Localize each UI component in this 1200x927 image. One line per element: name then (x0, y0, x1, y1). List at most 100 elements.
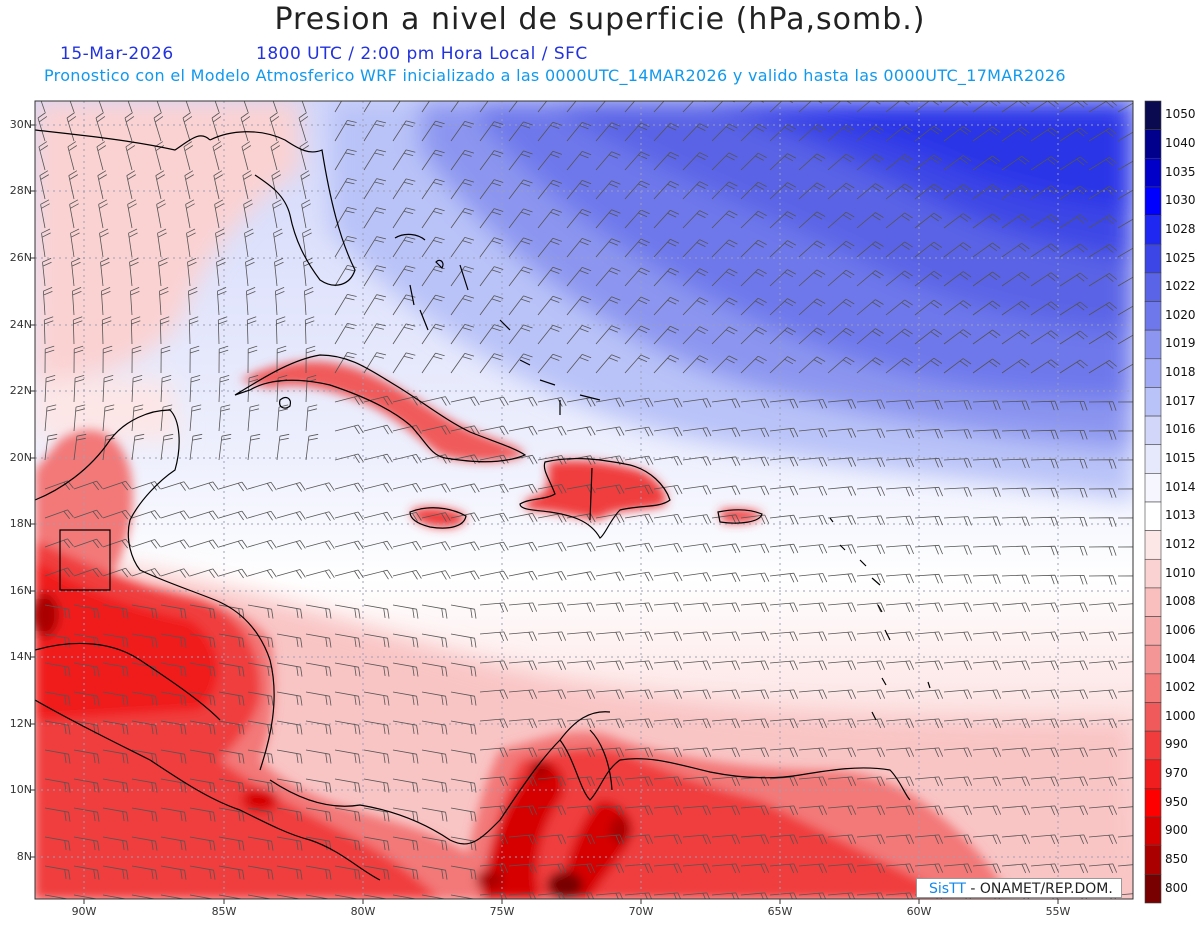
wind-barb (269, 112, 280, 142)
lat-label-18n: 18N (9, 517, 32, 530)
wind-barb (537, 834, 567, 845)
wind-barb (276, 604, 303, 619)
wind-barb (1030, 185, 1059, 200)
wind-barb (769, 356, 796, 374)
wind-barb (827, 805, 857, 816)
wind-barb (943, 101, 972, 113)
wind-barb (595, 776, 625, 787)
wind-barb (156, 101, 162, 113)
colorbar-label: 1019 (1165, 336, 1196, 351)
wind-barb (566, 122, 592, 142)
wind-barb (421, 396, 451, 406)
wind-barb (1001, 358, 1030, 374)
wind-barb (479, 237, 504, 258)
wind-barb (244, 228, 254, 258)
wind-barb (972, 155, 1001, 171)
wind-barb (508, 483, 538, 494)
wind-barb (392, 570, 422, 580)
wind-barb (769, 514, 799, 525)
wind-barb (740, 268, 767, 287)
wind-barb (479, 150, 504, 171)
wind-barb (624, 571, 654, 582)
wind-barb (769, 211, 796, 229)
colorbar-swatch (1144, 845, 1162, 875)
wind-barb (914, 183, 943, 200)
wind-barb (972, 689, 1002, 700)
wind-barb (246, 316, 257, 345)
wind-barb (334, 236, 357, 258)
wind-barb (972, 631, 1002, 642)
wind-barb (1001, 458, 1030, 469)
wind-barb (1117, 430, 1133, 432)
wind-barb (73, 567, 103, 578)
wind-barb (73, 433, 87, 461)
wind-barb (624, 631, 654, 642)
wind-barb (1059, 214, 1088, 229)
wind-barb (421, 604, 448, 619)
wind-barb (421, 265, 445, 287)
wind-barb (595, 660, 625, 671)
wind-barb (1001, 516, 1030, 527)
wind-barb (537, 892, 566, 899)
wind-barb (479, 101, 489, 113)
wind-barb (421, 662, 448, 677)
wind-barb (479, 266, 504, 287)
wind-barb (943, 487, 972, 497)
wind-barb (972, 458, 1001, 468)
wind-barb (943, 689, 973, 700)
wind-barb (856, 660, 886, 671)
wind-barb (682, 689, 712, 700)
wind-barb (972, 516, 1001, 526)
wind-barb (537, 121, 562, 142)
colorbar-swatch (1144, 702, 1162, 732)
colorbar-swatch (1144, 129, 1162, 159)
wind-barb (218, 345, 229, 374)
wind-barb (1117, 661, 1133, 664)
colorbar-swatch (1144, 530, 1162, 560)
wind-barb (392, 323, 416, 345)
wind-barb (305, 345, 316, 374)
wind-barb (972, 429, 1001, 439)
wind-barb (566, 834, 596, 845)
wind-barb (101, 287, 111, 316)
wind-barb (67, 141, 78, 171)
wind-barb (711, 660, 741, 671)
wind-barb (44, 720, 71, 735)
wind-barb (334, 720, 361, 735)
wind-barb (479, 121, 504, 142)
wind-barb (1088, 244, 1117, 258)
wind-barb (914, 834, 944, 845)
wind-barb (711, 181, 738, 200)
wind-barb (566, 426, 596, 436)
wind-barb (450, 749, 477, 764)
wind-barb (1088, 459, 1117, 469)
wind-barb (334, 807, 361, 822)
wind-barb (537, 660, 567, 671)
wind-barb (711, 718, 741, 729)
wind-barb (972, 574, 1001, 584)
wind-barb (450, 266, 475, 287)
wind-barb (914, 486, 943, 497)
wind-barb (157, 228, 167, 258)
wind-barb (1030, 127, 1059, 142)
wind-barb (827, 892, 856, 899)
wind-barb (450, 541, 480, 552)
wind-barb (856, 834, 886, 845)
wind-barb (1059, 301, 1088, 316)
wind-barb (653, 572, 683, 582)
wind-barb (276, 691, 303, 706)
wind-barb (160, 375, 172, 403)
wind-barb (798, 153, 826, 171)
wind-barb (276, 836, 303, 851)
wind-barb (537, 571, 567, 581)
wind-barb (682, 631, 712, 642)
wind-barb (537, 179, 562, 200)
wind-barb (126, 170, 137, 200)
wind-barb (160, 539, 190, 549)
wind-barb (450, 150, 475, 171)
wind-barb (218, 836, 245, 851)
wind-barb (595, 834, 625, 845)
wind-barb (798, 428, 828, 438)
colorbar-swatch (1144, 587, 1162, 617)
wind-barb (160, 691, 187, 706)
